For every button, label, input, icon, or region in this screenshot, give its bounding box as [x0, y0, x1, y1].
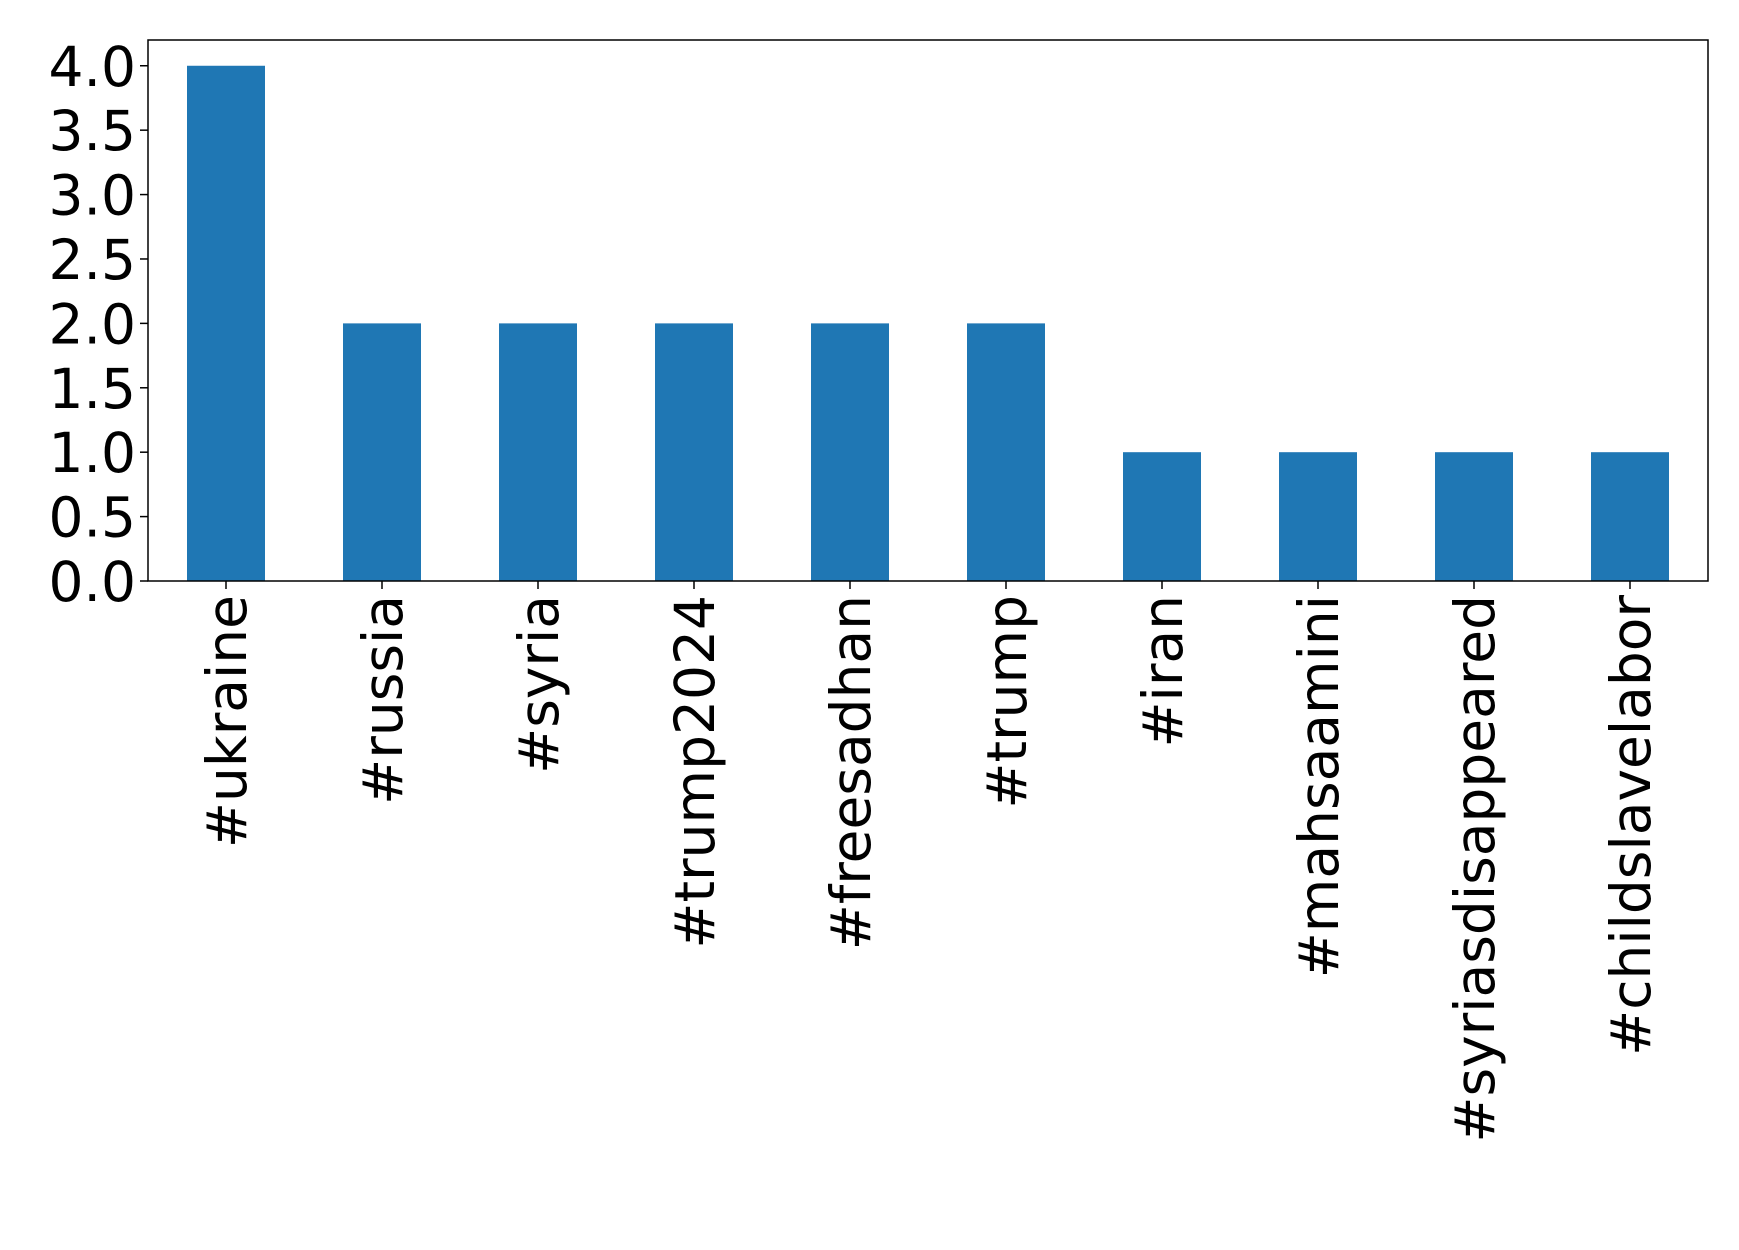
y-tick-label: 0.0 — [49, 550, 136, 614]
bar — [1435, 452, 1513, 581]
y-tick-label: 3.5 — [49, 99, 136, 163]
x-tick-label: #ukraine — [195, 595, 259, 848]
y-tick-label: 2.5 — [49, 228, 136, 292]
x-tick-label: #iran — [1131, 595, 1195, 748]
bar — [187, 65, 265, 581]
y-tick-label: 0.5 — [49, 486, 136, 550]
bar — [1123, 452, 1201, 581]
y-tick-label: 1.5 — [49, 357, 136, 421]
bar — [655, 323, 733, 581]
bar — [811, 323, 889, 581]
x-tick-label: #childslavelabor — [1599, 595, 1663, 1056]
x-tick-label: #mahsaamini — [1287, 595, 1351, 978]
y-tick-label: 4.0 — [49, 35, 136, 99]
y-tick-label: 2.0 — [49, 292, 136, 356]
bar — [1279, 452, 1357, 581]
bar — [343, 323, 421, 581]
x-tick-label: #syria — [507, 595, 571, 774]
bar — [499, 323, 577, 581]
y-tick-label: 3.0 — [49, 164, 136, 228]
bar — [1591, 452, 1669, 581]
x-tick-label: #trump2024 — [663, 595, 727, 949]
plot-frame — [147, 39, 1709, 582]
bar — [967, 323, 1045, 581]
x-tick-label: #russia — [351, 595, 415, 805]
y-tick-label: 1.0 — [49, 421, 136, 485]
x-tick-label: #freesadhan — [819, 595, 883, 950]
x-tick-label: #syriasdisappeared — [1443, 595, 1507, 1143]
x-tick-label: #trump — [975, 595, 1039, 809]
